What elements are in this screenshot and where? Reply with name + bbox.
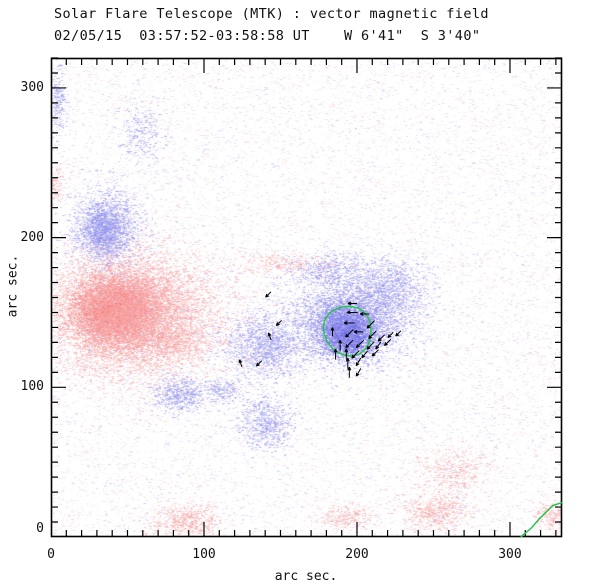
y-axis-title: arc sec. (5, 254, 21, 318)
chart-title: Solar Flare Telescope (MTK) : vector mag… (54, 6, 489, 22)
y-tick-label-2: 200 (20, 229, 44, 245)
x-axis-title: arc sec. (274, 569, 338, 584)
magnetogram-canvas (51, 58, 562, 537)
x-tick-label-0: 0 (47, 547, 55, 562)
x-tick-label-2: 200 (345, 547, 369, 562)
chart-subtitle: 02/05/15 03:57:52-03:58:58 UT W 6'41" S … (54, 28, 481, 44)
x-tick-label-3: 300 (498, 547, 522, 562)
y-tick-label-3: 300 (20, 79, 44, 95)
y-tick-label-0: 0 (36, 521, 44, 536)
y-tick-label-1: 100 (20, 379, 44, 395)
x-tick-label-1: 100 (192, 547, 216, 562)
